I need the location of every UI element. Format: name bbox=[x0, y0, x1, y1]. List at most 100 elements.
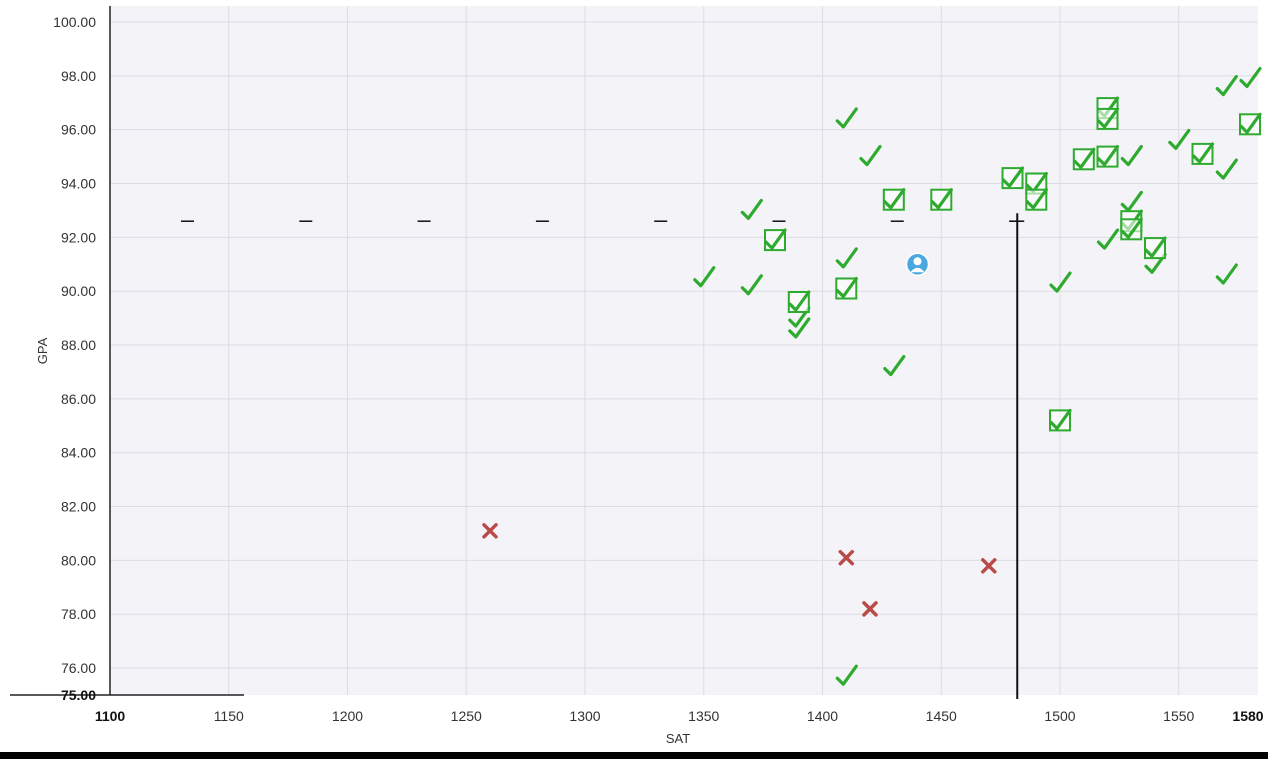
x-tick-label: 1450 bbox=[926, 708, 957, 724]
accepted-boxed-point bbox=[882, 188, 906, 211]
accepted-point bbox=[1144, 252, 1167, 274]
y-tick-label: 76.00 bbox=[61, 660, 96, 676]
x-axis-title: SAT bbox=[666, 731, 690, 746]
accepted-boxed-point bbox=[1120, 217, 1143, 241]
accepted-boxed-point bbox=[1025, 188, 1048, 211]
check-mark bbox=[1096, 107, 1120, 129]
accepted-boxed-point bbox=[1001, 166, 1025, 190]
x-tick-label: 1550 bbox=[1163, 708, 1194, 724]
y-tick-label: 75.00 bbox=[61, 687, 96, 703]
check-mark bbox=[788, 317, 811, 339]
check-mark bbox=[930, 188, 953, 210]
check-mark bbox=[1168, 128, 1191, 150]
x-tick-label: 1350 bbox=[688, 708, 719, 724]
x-mark bbox=[482, 523, 498, 539]
check-mark bbox=[740, 274, 763, 296]
accepted-point bbox=[1049, 271, 1072, 293]
check-mark bbox=[1144, 236, 1167, 258]
grid-lines bbox=[110, 6, 1258, 695]
reference-lines bbox=[181, 213, 1025, 699]
accepted-boxed-point bbox=[1144, 236, 1167, 260]
x-tick-label: 1200 bbox=[332, 708, 363, 724]
user-body bbox=[910, 267, 925, 273]
accepted-boxed-point bbox=[1049, 408, 1072, 432]
check-mark bbox=[1120, 217, 1143, 239]
accepted-point bbox=[740, 198, 763, 220]
y-tick-labels: 75.00 76.00 78.00 80.00 82.00 84.00 86.00 88.00… bbox=[53, 14, 96, 703]
x-tick-label: 1250 bbox=[451, 708, 482, 724]
accepted-point bbox=[1239, 66, 1262, 89]
accepted-boxed-point bbox=[787, 290, 811, 313]
check-mark bbox=[835, 247, 858, 269]
x-mark bbox=[838, 549, 855, 566]
x-mark bbox=[981, 558, 997, 574]
y-tick-label: 100.00 bbox=[53, 14, 96, 30]
x-tick-label: 1150 bbox=[214, 708, 244, 724]
y-tick-label: 98.00 bbox=[61, 68, 96, 84]
y-tick-label: 80.00 bbox=[61, 552, 96, 568]
check-mark bbox=[1239, 66, 1262, 89]
accepted-point bbox=[693, 266, 716, 288]
check-mark bbox=[883, 188, 906, 210]
check-mark bbox=[883, 355, 906, 377]
check-mark bbox=[764, 228, 787, 250]
check-mark bbox=[740, 198, 763, 220]
accepted-boxed-point bbox=[764, 228, 787, 252]
rejected-point bbox=[862, 601, 878, 617]
y-tick-label: 84.00 bbox=[61, 445, 96, 461]
check-mark bbox=[1215, 158, 1238, 180]
accepted-point bbox=[859, 145, 882, 167]
accepted-point bbox=[883, 355, 906, 377]
y-tick-label: 96.00 bbox=[61, 122, 96, 138]
user-point bbox=[905, 252, 930, 277]
x-tick-label: 1500 bbox=[1044, 708, 1075, 724]
y-tick-label: 88.00 bbox=[61, 337, 96, 353]
accepted-boxed-point bbox=[835, 276, 858, 300]
check-mark bbox=[1049, 271, 1072, 293]
y-tick-label: 86.00 bbox=[61, 391, 96, 407]
y-tick-label: 94.00 bbox=[61, 176, 96, 192]
check-mark bbox=[788, 290, 811, 312]
accepted-point bbox=[1168, 128, 1191, 150]
y-tick-label: 82.00 bbox=[61, 499, 96, 515]
check-mark bbox=[1191, 142, 1215, 164]
x-tick-label: 1580 bbox=[1232, 708, 1263, 724]
accepted-point bbox=[1215, 74, 1238, 97]
check-mark bbox=[1144, 252, 1167, 274]
x-tick-labels: 1100 1150 1200 1250 1300 1350 1400 1450 1500 1550… bbox=[95, 708, 1264, 724]
accepted-point bbox=[788, 317, 811, 339]
data-points bbox=[482, 66, 1262, 686]
accepted-boxed-point bbox=[1096, 107, 1120, 130]
check-mark bbox=[1049, 408, 1072, 430]
check-mark bbox=[788, 306, 811, 328]
axes bbox=[10, 6, 244, 696]
check-mark bbox=[835, 276, 858, 299]
accepted-point bbox=[1215, 158, 1238, 180]
x-tick-label: 1300 bbox=[569, 708, 600, 724]
accepted-point bbox=[1215, 263, 1238, 285]
check-mark bbox=[1215, 263, 1238, 285]
check-mark bbox=[1239, 112, 1262, 134]
check-mark bbox=[835, 664, 858, 686]
check-mark bbox=[1120, 145, 1143, 167]
check-mark bbox=[835, 107, 858, 129]
bottom-edge-bar bbox=[0, 752, 1268, 759]
x-tick-label: 1400 bbox=[807, 708, 838, 724]
check-mark bbox=[1096, 145, 1120, 167]
accepted-point bbox=[788, 306, 811, 328]
accepted-point bbox=[740, 274, 763, 296]
x-tick-label: 1100 bbox=[95, 708, 126, 724]
y-axis-title: GPA bbox=[35, 337, 50, 364]
user-head bbox=[913, 257, 922, 266]
rejected-point bbox=[838, 549, 855, 566]
check-mark bbox=[693, 266, 716, 288]
accepted-point bbox=[835, 107, 858, 129]
rejected-point bbox=[981, 558, 997, 574]
accepted-boxed-point bbox=[1191, 142, 1215, 165]
accepted-point bbox=[1096, 228, 1120, 250]
accepted-boxed-point bbox=[1072, 147, 1096, 171]
accepted-point bbox=[835, 664, 858, 686]
plot-background bbox=[110, 6, 1258, 695]
check-mark bbox=[1096, 228, 1120, 250]
